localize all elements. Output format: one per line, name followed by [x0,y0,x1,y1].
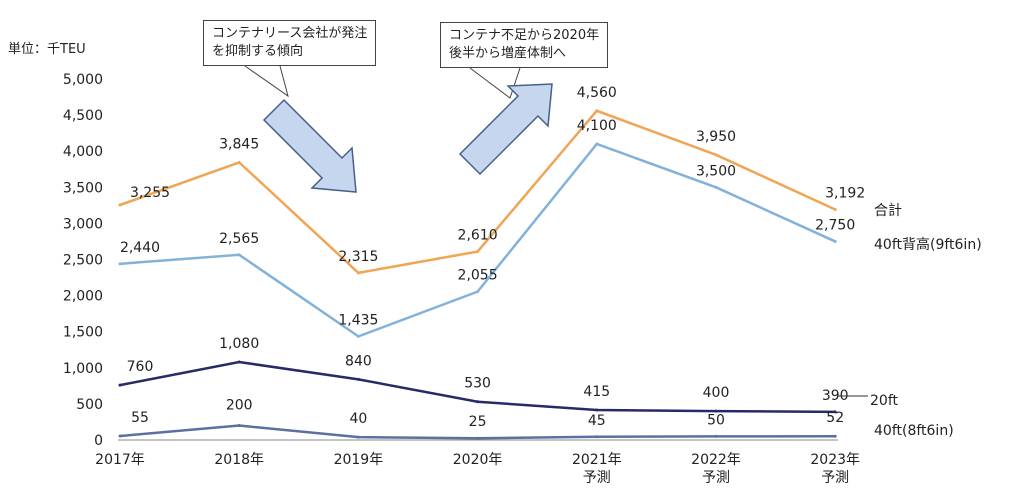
data-label: 3,500 [696,163,736,179]
data-point [237,160,241,164]
data-point [833,434,837,438]
data-point [595,109,599,113]
data-point [356,334,360,338]
data-label: 45 [588,413,606,429]
data-label: 1,435 [338,312,378,328]
data-label: 1,080 [219,336,259,352]
data-label: 530 [464,376,491,392]
x-tick-label: 予測 [702,470,730,486]
annotation-2-tail [469,67,521,99]
annotation-2-text: コンテナ不足から2020年 後半から増産体制へ [449,28,600,61]
data-label: 390 [822,388,849,404]
x-tick-label: 予測 [583,470,611,486]
down-arrow-icon [262,98,357,193]
data-label: 55 [131,410,149,426]
y-tick-label: 5,000 [63,72,103,88]
y-tick-label: 4,000 [63,144,103,160]
annotation-1-text: コンテナリース会社が発注 を抑制する傾向 [212,26,368,59]
x-tick-label: 2017年 [95,452,145,468]
data-label: 2,750 [815,217,855,233]
y-tick-label: 1,000 [63,361,103,377]
unit-label: 単位：千TEU [8,42,86,57]
y-tick-label: 2,500 [63,253,103,269]
data-label: 3,845 [219,136,259,152]
series-legend-label: 20ft [870,393,898,409]
y-tick-label: 4,500 [63,108,103,124]
x-tick-label: 2019年 [334,452,384,468]
data-point [595,435,599,439]
data-point [356,271,360,275]
data-point [476,250,480,254]
data-point [476,290,480,294]
data-point [237,253,241,257]
data-label: 400 [703,385,730,401]
y-tick-label: 0 [94,433,103,449]
data-label: 3,192 [825,186,865,202]
data-point [714,434,718,438]
data-point [714,409,718,413]
x-tick-label: 2023年 [810,452,860,468]
data-point [237,360,241,364]
annotation-1-tail [244,65,289,98]
x-tick-label: 2022年 [691,452,741,468]
data-label: 2,565 [219,231,259,247]
data-label: 415 [583,384,610,400]
data-label: 25 [469,414,487,430]
series-legend-label: 40ft背高(9ft6in) [874,236,982,253]
annotation-2: コンテナ不足から2020年 後半から増産体制へ [440,22,609,68]
y-tick-label: 3,500 [63,180,103,196]
data-point [237,424,241,428]
y-tick-label: 3,000 [63,216,103,232]
data-point [476,400,480,404]
y-tick-label: 1,500 [63,325,103,341]
data-point [714,153,718,157]
data-point [356,377,360,381]
data-label: 52 [826,410,844,426]
data-point [476,436,480,440]
x-tick-label: 2020年 [453,452,503,468]
data-label: 2,610 [458,228,498,244]
data-label: 2,055 [458,268,498,284]
data-point [118,203,122,207]
data-point [714,185,718,189]
series-legend-label: 合計 [874,203,902,219]
data-label: 3,255 [130,185,170,201]
data-label: 2,440 [120,240,160,256]
up-arrow-icon [458,83,553,176]
data-point [356,435,360,439]
x-tick-label: 予測 [821,470,849,486]
data-label: 3,950 [696,129,736,145]
data-point [833,410,837,414]
data-label: 40 [349,411,367,427]
x-tick-label: 2021年 [572,452,622,468]
data-label: 760 [127,359,154,375]
data-point [118,434,122,438]
data-point [833,239,837,243]
data-label: 50 [707,412,725,428]
x-tick-label: 2018年 [214,452,264,468]
series-legend-label: 40ft(8ft6in) [874,423,954,439]
data-point [118,262,122,266]
data-point [833,208,837,212]
y-tick-label: 2,000 [63,289,103,305]
data-label: 2,315 [338,249,378,265]
data-point [595,142,599,146]
data-label: 4,100 [577,118,617,134]
data-point [118,383,122,387]
data-label: 4,560 [577,85,617,101]
annotation-1: コンテナリース会社が発注 を抑制する傾向 [203,20,377,66]
data-label: 200 [226,398,253,414]
data-point [595,408,599,412]
y-tick-label: 500 [76,397,103,413]
data-label: 840 [345,353,372,369]
